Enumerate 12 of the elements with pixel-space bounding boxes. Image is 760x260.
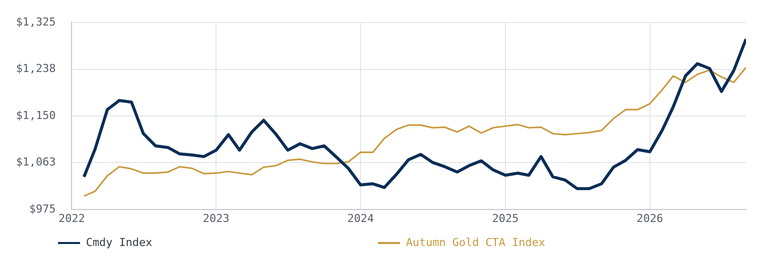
x-tick-label: 2025 bbox=[492, 212, 519, 225]
x-tick-label: 2023 bbox=[202, 212, 230, 225]
y-tick-label: $1,325 bbox=[16, 15, 56, 28]
y-tick-label: $1,238 bbox=[16, 62, 56, 76]
y-tick-label: $1,063 bbox=[16, 156, 56, 169]
y-tick-label: $975 bbox=[29, 202, 56, 216]
x-tick-label: 2024 bbox=[347, 212, 374, 225]
legend-label: Cmdy Index bbox=[86, 236, 152, 249]
y-tick-label: $1,150 bbox=[16, 108, 56, 122]
legend-label: Autumn Gold CTA Index bbox=[406, 236, 546, 249]
x-tick-label: 2022 bbox=[58, 212, 85, 225]
x-tick-label: 2026 bbox=[636, 212, 664, 225]
